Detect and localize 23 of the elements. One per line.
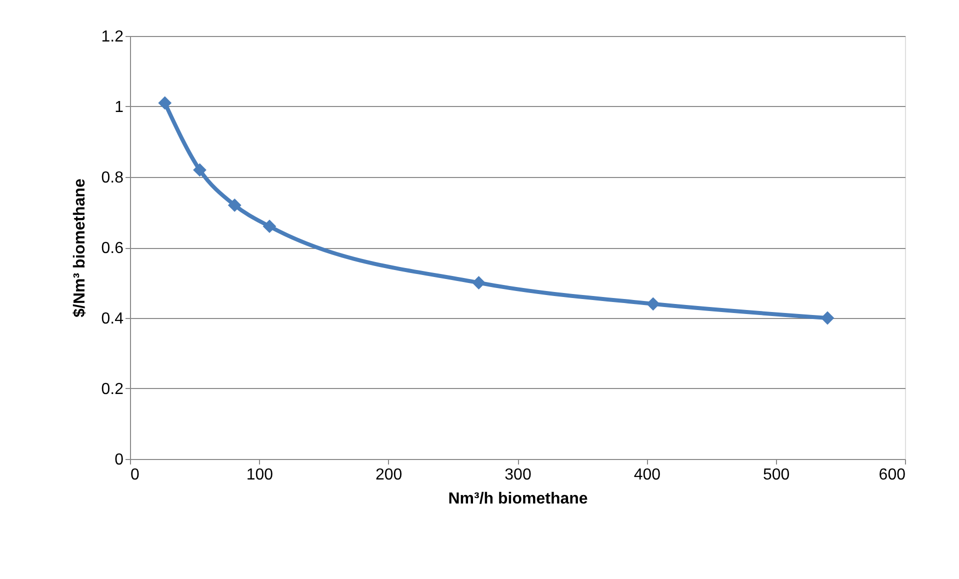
point xyxy=(472,276,486,290)
x-tick-label: 300 xyxy=(504,466,532,484)
y-tick-label: 0.4 xyxy=(101,310,124,328)
point xyxy=(262,220,276,234)
x-tick-label: 200 xyxy=(375,466,402,484)
x-tick-label: 100 xyxy=(246,466,274,484)
y-axis-title: $/Nm³ biomethane xyxy=(71,178,88,318)
y-tick-label: 0.2 xyxy=(101,381,124,398)
x-tick-label: 0 xyxy=(130,466,140,484)
x-tick-label: 600 xyxy=(878,466,906,484)
x-axis-title: Nm³/h biomethane xyxy=(448,490,588,508)
point xyxy=(228,198,242,212)
y-tick-label: 0.6 xyxy=(101,240,124,257)
y-tick-label: 0.8 xyxy=(101,170,124,186)
y-tick-label: 1 xyxy=(114,99,124,116)
point xyxy=(646,297,660,311)
y-tick-label: 0 xyxy=(114,452,124,468)
x-tick-label: 500 xyxy=(762,466,790,484)
point xyxy=(193,163,206,177)
point xyxy=(158,96,172,110)
point xyxy=(820,311,834,325)
x-tick-label: 400 xyxy=(634,466,661,484)
y-tick-label: 1.2 xyxy=(101,28,124,46)
